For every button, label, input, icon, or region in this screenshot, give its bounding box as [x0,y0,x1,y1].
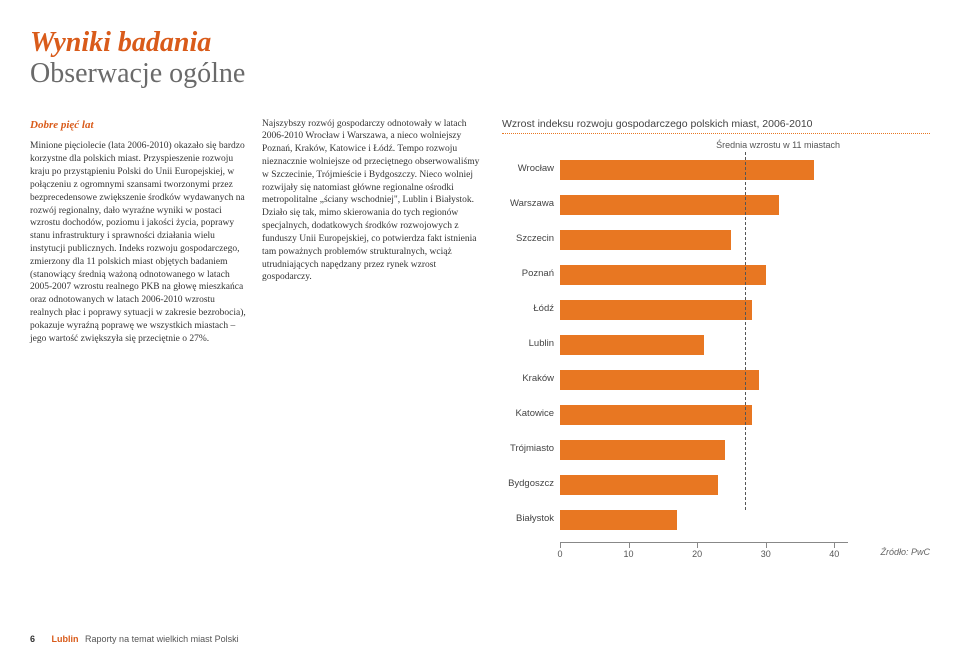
bar-row: Trójmiasto [560,438,848,462]
chart-sublabel: Średnia wzrostu w 11 miastach [502,140,930,150]
bar-fill [560,335,704,355]
chart-panel: Wzrost indeksu rozwoju gospodarczego pol… [494,118,930,572]
x-tick [766,543,767,548]
bar-fill [560,300,752,320]
bar-label: Katowice [515,408,554,419]
bar-label: Lublin [529,338,554,349]
bar-label: Wrocław [518,163,554,174]
page-number: 6 [30,634,35,644]
bar-fill [560,475,718,495]
column-2-paragraph: Najszybszy rozwój gospodarczy odnotowały… [262,118,480,285]
bar-row: Szczecin [560,228,848,252]
column-1-paragraph: Minione pięciolecie (lata 2006-2010) oka… [30,140,248,345]
bar-label: Poznań [522,268,554,279]
x-tick-label: 10 [624,549,634,559]
bar-fill [560,370,759,390]
bar-row: Kraków [560,368,848,392]
x-tick-label: 0 [557,549,562,559]
column-subheading: Dobre pięć lat [30,118,248,133]
bar-label: Warszawa [510,198,554,209]
bar-row: Warszawa [560,193,848,217]
bar-fill [560,405,752,425]
bar-fill [560,440,725,460]
text-column-2: Najszybszy rozwój gospodarczy odnotowały… [262,118,480,572]
bar-fill [560,160,814,180]
chart-divider [502,133,930,134]
chart-title: Wzrost indeksu rozwoju gospodarczego pol… [502,118,930,130]
x-tick [697,543,698,548]
bar-label: Łódź [533,303,554,314]
footer-city: Lublin [52,634,79,644]
bar-row: Lublin [560,333,848,357]
x-tick-label: 20 [692,549,702,559]
footer-report-title: Raporty na temat wielkich miast Polski [85,634,239,644]
x-tick-label: 30 [761,549,771,559]
x-tick-label: 40 [829,549,839,559]
bar-fill [560,510,677,530]
x-tick [629,543,630,548]
bar-fill [560,195,779,215]
bar-row: Poznań [560,263,848,287]
chart-body: Wrocław Warszawa Szczecin Poznań Łódź Lublin K… [502,152,930,572]
bar-row: Bydgoszcz [560,473,848,497]
text-column-1: Dobre pięć lat Minione pięciolecie (lata… [30,118,248,572]
bar-label: Kraków [522,373,554,384]
average-line [745,152,746,510]
content-row: Dobre pięć lat Minione pięciolecie (lata… [30,118,930,572]
bar-row: Katowice [560,403,848,427]
page-footer: 6 Lublin Raporty na temat wielkich miast… [30,634,239,644]
chart-source: Źródło: PwC [880,547,930,557]
bar-label: Szczecin [516,233,554,244]
title-line-2: Obserwacje ogólne [30,59,930,90]
bar-fill [560,230,731,250]
bar-row: Białystok [560,508,848,532]
bar-label: Bydgoszcz [508,478,554,489]
bar-label: Białystok [516,513,554,524]
bar-row: Wrocław [560,158,848,182]
title-line-1: Wyniki badania [30,28,930,59]
page-heading: Wyniki badania Obserwacje ogólne [30,28,930,90]
bars-region: Wrocław Warszawa Szczecin Poznań Łódź Lublin K… [560,152,848,540]
x-axis: 0 10 20 30 40 [560,542,848,562]
bar-label: Trójmiasto [510,443,554,454]
bar-row: Łódź [560,298,848,322]
bar-fill [560,265,766,285]
x-tick [834,543,835,548]
x-tick [560,543,561,548]
